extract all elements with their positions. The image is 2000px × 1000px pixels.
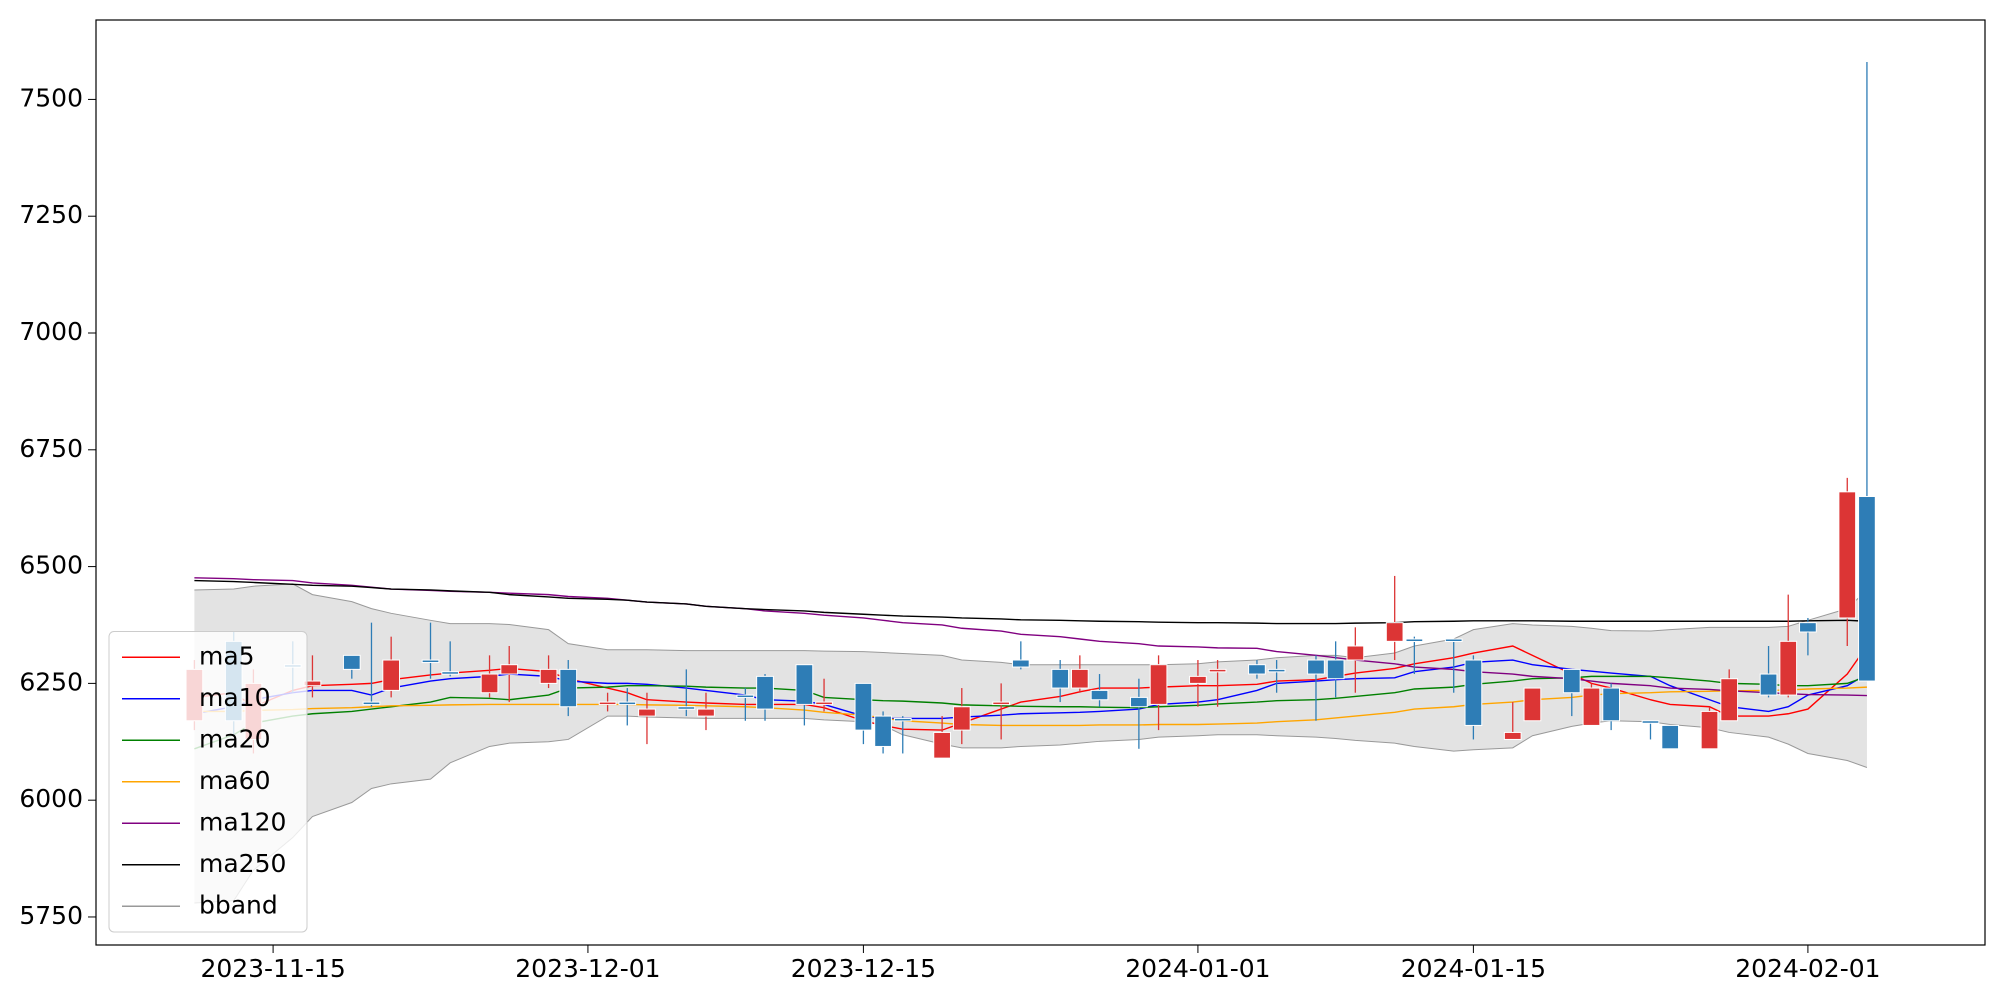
candle-body — [1385, 622, 1404, 642]
candle-body — [697, 708, 715, 717]
candle-body — [1208, 668, 1227, 673]
candle-body — [559, 668, 578, 708]
x-tick-label: 2024-01-15 — [1401, 954, 1546, 983]
candle-body — [1189, 675, 1207, 684]
candle-body — [874, 715, 892, 747]
ma-line — [194, 645, 1868, 731]
candle-body — [1562, 668, 1581, 694]
x-tick-label: 2024-02-01 — [1735, 954, 1880, 983]
legend-label: ma5 — [199, 641, 255, 670]
candle-body — [1700, 710, 1719, 750]
candle-body — [618, 701, 637, 706]
candle-body — [1090, 689, 1109, 701]
y-tick-label: 6500 — [19, 551, 83, 580]
candle-body — [1149, 664, 1168, 705]
x-tick-label: 2024-01-01 — [1125, 954, 1270, 983]
candle-body — [677, 706, 696, 710]
legend-label: ma60 — [199, 766, 270, 795]
candle-body — [1779, 640, 1798, 696]
legend-label: ma250 — [199, 849, 286, 878]
candle-body — [1011, 659, 1030, 668]
candle-body — [1346, 645, 1365, 661]
x-tick-label: 2023-12-01 — [515, 954, 660, 983]
candle-body — [598, 701, 617, 706]
y-tick-label: 6000 — [19, 784, 83, 813]
candle-body — [1405, 638, 1424, 643]
candle-body — [1444, 638, 1463, 643]
candle-body — [1503, 731, 1522, 740]
candle-body — [952, 706, 971, 731]
y-tick-label: 6750 — [19, 434, 83, 463]
candle-body — [1523, 687, 1542, 722]
candle-body — [1130, 696, 1148, 708]
candle-body — [992, 701, 1011, 706]
ma-line — [194, 579, 1867, 625]
bband-area — [194, 583, 1867, 903]
legend-label: ma120 — [199, 807, 286, 836]
bband-edge — [194, 583, 1868, 666]
legend-label: bband — [199, 890, 278, 919]
candle-body — [1720, 678, 1739, 722]
legend-box — [108, 631, 308, 933]
candle-body — [893, 717, 912, 722]
candle-body — [815, 701, 833, 706]
candle-body — [756, 675, 774, 710]
candle-body — [1070, 668, 1089, 689]
candle-body — [441, 671, 460, 675]
plot-area — [185, 62, 1876, 904]
candle-body — [795, 664, 814, 705]
candle-body — [539, 668, 558, 684]
candle-body — [1858, 496, 1876, 682]
candle-body — [1267, 668, 1286, 673]
candle-body — [638, 708, 656, 717]
candle-body — [1602, 687, 1620, 722]
x-tick-label: 2023-11-15 — [200, 954, 345, 983]
candle-body — [480, 673, 499, 694]
candle-body — [1582, 687, 1601, 726]
candle-body — [1051, 668, 1070, 689]
candle-body — [1759, 673, 1778, 696]
plot-frame — [95, 19, 1986, 946]
legend-label: ma10 — [199, 683, 270, 712]
ma-line — [194, 675, 1868, 750]
candle-body — [421, 659, 440, 664]
candle-body — [854, 682, 873, 731]
candle-body — [1838, 491, 1857, 619]
y-tick-label: 5750 — [19, 901, 83, 930]
candle-body — [1307, 659, 1325, 675]
candle-body — [1641, 720, 1660, 724]
candle-body — [342, 654, 361, 670]
candle-body — [382, 659, 401, 691]
candle-body — [1248, 664, 1266, 675]
y-tick-label: 6250 — [19, 667, 83, 696]
candle-body — [500, 664, 519, 675]
y-tick-label: 7000 — [19, 317, 83, 346]
candle-body — [1799, 622, 1817, 633]
candle-body — [1326, 659, 1345, 680]
candle-body — [933, 731, 951, 759]
candle-body — [736, 694, 755, 699]
x-tick-label: 2023-12-15 — [791, 954, 936, 983]
candle-body — [1661, 724, 1680, 750]
y-tick-label: 7250 — [19, 200, 83, 229]
y-tick-label: 7500 — [19, 83, 83, 112]
candle-body — [1464, 659, 1483, 726]
legend-label: ma20 — [199, 724, 270, 753]
candle-body — [362, 701, 381, 706]
